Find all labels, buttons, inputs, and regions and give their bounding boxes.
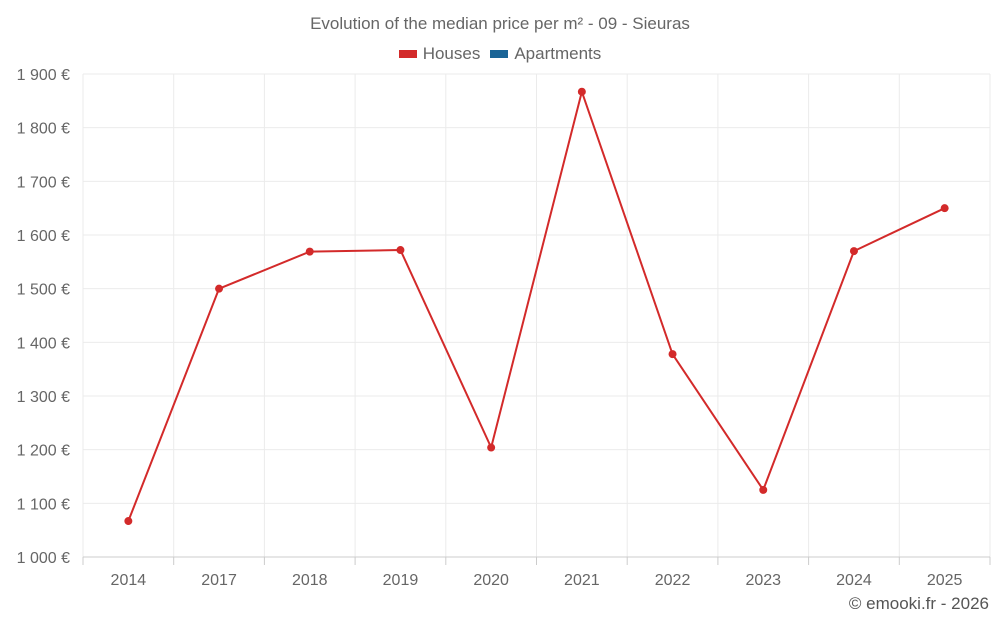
data-point-houses [849, 247, 858, 256]
legend-item-apartments[interactable]: Apartments [490, 44, 601, 64]
copyright-footer: © emooki.fr - 2026 [848, 594, 989, 613]
data-point-houses [940, 204, 949, 213]
data-point-houses [124, 517, 133, 526]
y-tick-label: 1 500 € [17, 282, 70, 299]
y-tick-label: 1 300 € [17, 389, 70, 406]
data-point-houses [577, 87, 586, 96]
x-tick-label: 2020 [473, 572, 509, 589]
data-point-houses [396, 246, 405, 255]
x-tick-label: 2014 [111, 572, 147, 589]
y-tick-label: 1 100 € [17, 496, 70, 513]
chart-title: Evolution of the median price per m² - 0… [310, 14, 690, 33]
x-tick-label: 2023 [745, 572, 781, 589]
x-tick-label: 2024 [836, 572, 872, 589]
houses-swatch-icon [398, 50, 417, 58]
data-point-houses [487, 443, 496, 452]
y-tick-label: 1 700 € [17, 174, 70, 191]
series-line-houses [127, 90, 946, 522]
y-tick-label: 1 800 € [17, 121, 70, 138]
y-tick-label: 1 600 € [17, 228, 70, 245]
data-point-houses [215, 284, 224, 293]
x-tick-label: 2019 [383, 572, 419, 589]
x-tick-label: 2018 [292, 572, 328, 589]
data-point-houses [759, 485, 768, 494]
y-tick-label: 1 000 € [17, 550, 70, 567]
y-tick-label: 1 200 € [17, 443, 70, 460]
apartments-swatch-icon [490, 50, 509, 58]
x-tick-label: 2025 [927, 572, 963, 589]
x-tick-label: 2021 [564, 572, 600, 589]
x-tick-label: 2022 [655, 572, 691, 589]
data-point-houses [668, 350, 677, 359]
legend-label-apartments: Apartments [514, 44, 602, 63]
legend: Houses Apartments [0, 44, 1000, 64]
data-point-houses [305, 247, 314, 256]
legend-item-houses[interactable]: Houses [398, 44, 481, 64]
y-tick-label: 1 900 € [17, 67, 70, 84]
legend-label-houses: Houses [422, 44, 481, 63]
y-tick-label: 1 400 € [17, 335, 70, 352]
x-tick-label: 2017 [201, 572, 237, 589]
